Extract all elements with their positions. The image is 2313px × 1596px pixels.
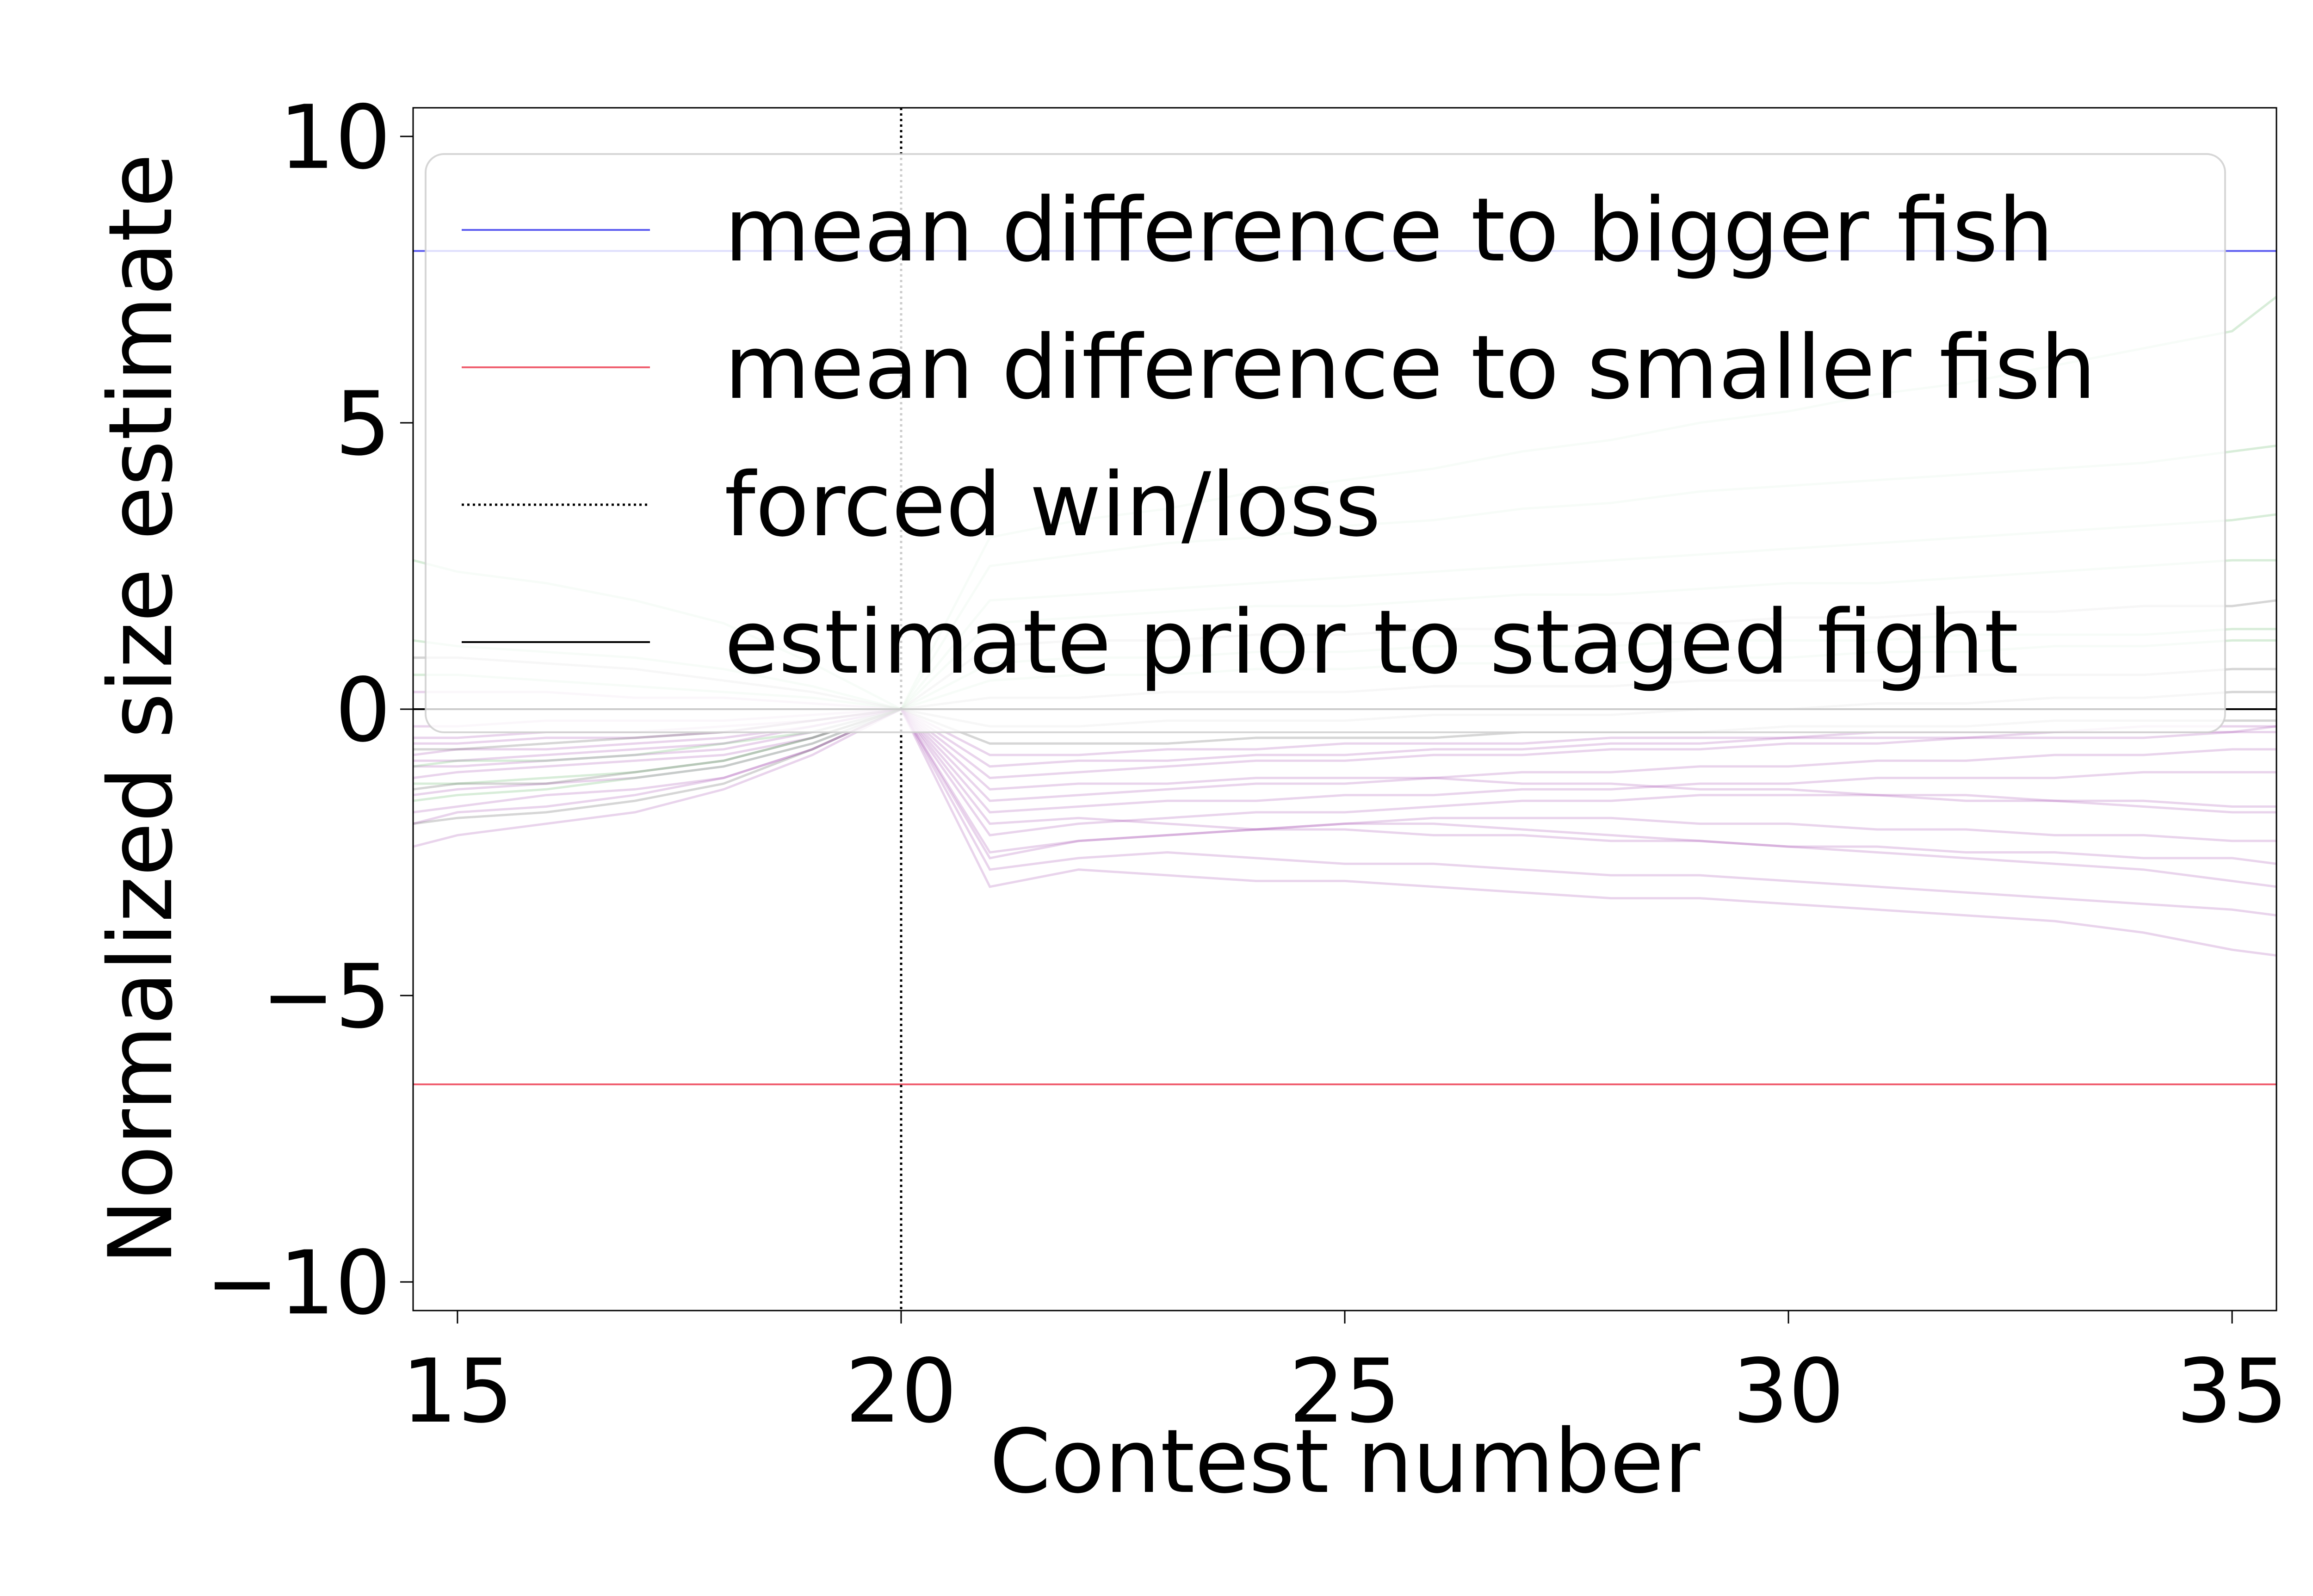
y-tick-label: −10 bbox=[205, 1232, 391, 1334]
legend-label-smaller: mean difference to smaller fish bbox=[724, 316, 2096, 419]
trajectory-line-loss-10 bbox=[413, 707, 2276, 854]
trajectory-line-loss-2 bbox=[413, 708, 2276, 797]
y-tick-label: 0 bbox=[335, 659, 391, 761]
x-tick-label: 35 bbox=[2176, 1340, 2288, 1442]
trajectory-line-loss-6 bbox=[413, 708, 2276, 917]
trajectory-line-loss-4 bbox=[413, 707, 2276, 837]
x-tick-label: 15 bbox=[402, 1340, 513, 1442]
legend-label-forced: forced win/loss bbox=[724, 454, 1381, 556]
x-axis: 15 20 25 30 35 bbox=[402, 1311, 2288, 1442]
trajectory-line-loss-1 bbox=[413, 708, 2276, 888]
legend-label-prior: estimate prior to staged fight bbox=[724, 591, 2019, 693]
x-axis-label: Contest number bbox=[990, 1410, 1701, 1513]
y-tick-label: 10 bbox=[279, 87, 391, 189]
x-tick-label: 25 bbox=[1289, 1340, 1401, 1442]
y-axis-label: Normalized size estimate bbox=[90, 154, 192, 1265]
x-tick-label: 20 bbox=[845, 1340, 957, 1442]
y-tick-label: 5 bbox=[335, 373, 391, 475]
legend-box bbox=[425, 153, 2226, 733]
trajectory-line-loss-0 bbox=[413, 708, 2276, 802]
x-tick-label: 30 bbox=[1732, 1340, 1844, 1442]
trajectory-line-loss-7 bbox=[413, 707, 2276, 814]
y-axis: 10 5 0 −5 −10 bbox=[205, 87, 413, 1334]
y-tick-label: −5 bbox=[261, 946, 391, 1048]
legend-label-bigger: mean difference to bigger fish bbox=[724, 179, 2054, 281]
legend: mean difference to bigger fish mean diff… bbox=[425, 153, 2226, 733]
trajectory-line-loss-11 bbox=[413, 708, 2276, 808]
